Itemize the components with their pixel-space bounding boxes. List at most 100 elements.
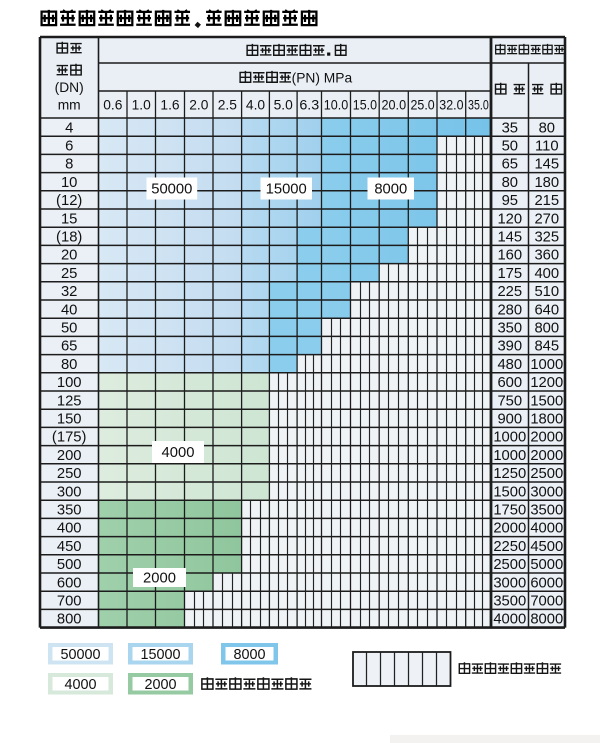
svg-text:25.0: 25.0 [411, 98, 435, 113]
svg-text:8000: 8000 [530, 612, 563, 628]
svg-text:8: 8 [65, 157, 73, 173]
svg-text:80: 80 [539, 120, 555, 136]
svg-text:4: 4 [65, 120, 73, 136]
svg-text:2000: 2000 [530, 430, 563, 446]
svg-text:(18): (18) [56, 230, 82, 246]
svg-text:160: 160 [497, 248, 522, 264]
svg-text:110: 110 [535, 139, 559, 155]
svg-text:145: 145 [497, 230, 522, 246]
svg-text:50: 50 [502, 139, 518, 155]
svg-text:4.0: 4.0 [246, 98, 266, 113]
svg-text:50000: 50000 [60, 647, 100, 663]
svg-text:(PN) MPa: (PN) MPa [292, 70, 353, 85]
svg-text:250: 250 [57, 466, 82, 482]
svg-text:280: 280 [497, 302, 522, 318]
svg-text:900: 900 [497, 412, 522, 428]
svg-text:80: 80 [502, 175, 518, 191]
svg-text:1200: 1200 [530, 375, 563, 391]
svg-text:1500: 1500 [530, 393, 563, 409]
svg-text:8000: 8000 [374, 182, 407, 198]
svg-text:450: 450 [57, 539, 82, 555]
svg-text:6.3: 6.3 [299, 98, 319, 113]
svg-text:1000: 1000 [493, 430, 526, 446]
svg-text:25: 25 [61, 266, 77, 282]
svg-text:2000: 2000 [143, 571, 176, 587]
svg-text:800: 800 [57, 612, 82, 628]
svg-text:1800: 1800 [530, 412, 563, 428]
svg-text:180: 180 [534, 175, 559, 191]
svg-text:2000: 2000 [144, 677, 176, 693]
svg-text:0.6: 0.6 [103, 98, 123, 113]
svg-text:32.0: 32.0 [439, 98, 463, 113]
svg-text:80: 80 [61, 357, 77, 373]
svg-text:300: 300 [57, 484, 82, 500]
svg-text:200: 200 [57, 448, 82, 464]
svg-text:350: 350 [497, 321, 522, 337]
svg-text:400: 400 [534, 266, 559, 282]
svg-text:1.6: 1.6 [160, 98, 180, 113]
svg-text:6: 6 [65, 139, 73, 155]
svg-text:750: 750 [497, 393, 522, 409]
svg-text:3000: 3000 [530, 484, 563, 500]
svg-text:50: 50 [61, 321, 77, 337]
svg-text:65: 65 [502, 157, 518, 173]
svg-text:2.0: 2.0 [189, 98, 209, 113]
svg-text:35.0: 35.0 [468, 98, 489, 113]
svg-text:15000: 15000 [266, 182, 307, 198]
svg-text:3500: 3500 [530, 503, 563, 519]
svg-text:600: 600 [497, 375, 522, 391]
svg-text:175: 175 [497, 266, 522, 282]
svg-text:8000: 8000 [233, 647, 265, 663]
svg-text:3500: 3500 [493, 594, 526, 610]
svg-text:10: 10 [61, 175, 77, 191]
svg-text:5000: 5000 [530, 557, 563, 573]
svg-text:215: 215 [534, 193, 559, 209]
svg-text:100: 100 [57, 375, 82, 391]
svg-text:10.0: 10.0 [324, 98, 349, 113]
svg-text:1500: 1500 [493, 484, 526, 500]
svg-text:145: 145 [534, 157, 559, 173]
svg-text:6000: 6000 [530, 575, 563, 591]
svg-text:360: 360 [534, 248, 559, 264]
svg-text:150: 150 [57, 412, 82, 428]
svg-text:4000: 4000 [530, 521, 563, 537]
svg-text:700: 700 [57, 594, 82, 610]
svg-text:65: 65 [61, 339, 77, 355]
svg-text:4000: 4000 [64, 677, 96, 693]
svg-text:1000: 1000 [493, 448, 526, 464]
svg-text:(175): (175) [52, 430, 87, 446]
svg-text:35: 35 [502, 120, 518, 136]
svg-text:480: 480 [497, 357, 522, 373]
svg-text:225: 225 [497, 284, 522, 300]
svg-text:2250: 2250 [493, 539, 526, 555]
svg-text:350: 350 [57, 503, 82, 519]
svg-text:600: 600 [57, 575, 82, 591]
svg-text:2.5: 2.5 [218, 98, 238, 113]
svg-text:510: 510 [534, 284, 559, 300]
svg-text:845: 845 [534, 339, 559, 355]
svg-text:15: 15 [61, 211, 77, 227]
svg-text:500: 500 [57, 557, 82, 573]
svg-text:4000: 4000 [162, 445, 195, 461]
svg-text:5.0: 5.0 [274, 98, 294, 113]
svg-text:1000: 1000 [530, 357, 563, 373]
svg-text:4000: 4000 [493, 612, 526, 628]
svg-text:3000: 3000 [493, 575, 526, 591]
svg-text:4500: 4500 [530, 539, 563, 555]
svg-text:20: 20 [61, 248, 77, 264]
svg-text:1.0: 1.0 [132, 98, 152, 113]
svg-text:2000: 2000 [493, 521, 526, 537]
svg-text:15000: 15000 [140, 647, 180, 663]
svg-text:800: 800 [534, 321, 559, 337]
svg-text:2000: 2000 [530, 448, 563, 464]
svg-text:(12): (12) [56, 193, 82, 209]
svg-text:400: 400 [57, 521, 82, 537]
svg-text:2500: 2500 [530, 466, 563, 482]
svg-text:1250: 1250 [493, 466, 526, 482]
svg-text:7000: 7000 [530, 594, 563, 610]
svg-text:390: 390 [497, 339, 522, 355]
svg-text:325: 325 [534, 230, 559, 246]
svg-text:40: 40 [61, 302, 77, 318]
svg-text:1750: 1750 [493, 503, 526, 519]
svg-text:270: 270 [534, 211, 559, 227]
